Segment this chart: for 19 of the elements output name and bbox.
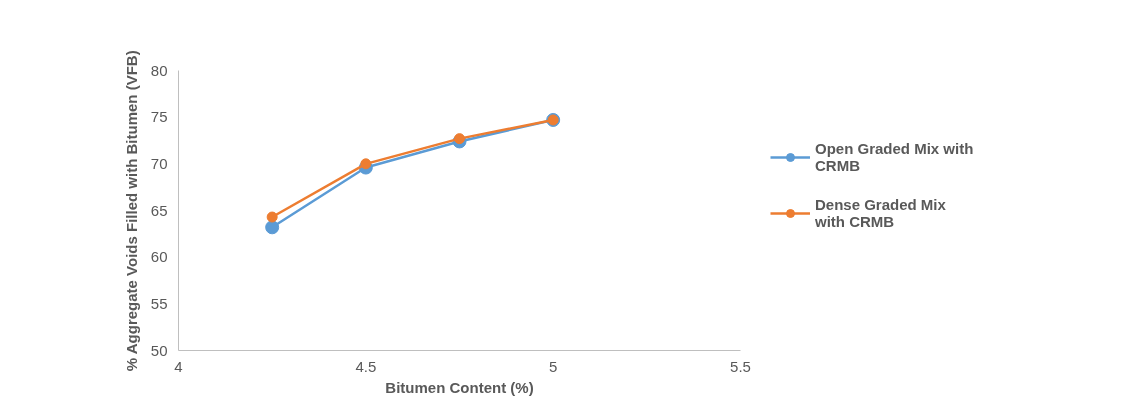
x-tick-label: 5 bbox=[549, 357, 558, 375]
y-tick-label: 65 bbox=[150, 201, 168, 219]
point bbox=[265, 220, 280, 235]
y-tick-label: 70 bbox=[150, 154, 168, 172]
y-tick-label: 55 bbox=[150, 294, 168, 312]
y-tick-label: 75 bbox=[150, 108, 168, 126]
x-tick-label: 4 bbox=[174, 357, 183, 375]
legend-label: Dense Graded Mix with CRMB bbox=[815, 196, 946, 230]
legend-label: Open Graded Mix with CRMB bbox=[815, 140, 974, 174]
y-tick-label: 80 bbox=[150, 61, 168, 79]
x-tick-label: 5.5 bbox=[730, 357, 751, 375]
x-tick-label: 4.5 bbox=[355, 357, 377, 375]
point bbox=[360, 158, 372, 170]
x-axis-title: Bitumen Content (%) bbox=[385, 378, 534, 396]
y-tick-label: 50 bbox=[150, 341, 168, 359]
y-axis-title: % Aggregate Voids Filled with Bitumen (VFB) bbox=[122, 50, 140, 372]
point bbox=[454, 133, 465, 145]
y-tick-label: 60 bbox=[150, 248, 168, 266]
point bbox=[266, 211, 278, 223]
